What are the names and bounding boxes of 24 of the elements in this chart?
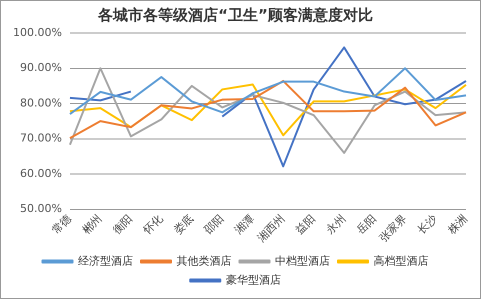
x-tick-label: 张家界 — [376, 212, 410, 244]
x-tick-label: 怀化 — [140, 212, 166, 238]
legend-label: 豪华型酒店 — [226, 273, 281, 286]
x-tick-label: 娄底 — [171, 212, 196, 237]
x-tick-label: 株洲 — [444, 212, 470, 238]
x-tick-label: 益阳 — [293, 212, 318, 237]
y-tick-label: 100.00% — [12, 26, 62, 39]
y-tick-label: 60.00% — [20, 166, 62, 180]
y-tick-label: 70.00% — [20, 132, 62, 145]
legend-label: 中档型酒店 — [275, 254, 330, 268]
x-tick-label: 邵阳 — [202, 212, 226, 237]
x-tick-label: 永州 — [324, 212, 348, 237]
x-tick-label: 岳阳 — [354, 212, 379, 237]
legend-label: 其他类酒店 — [176, 254, 232, 268]
chart-title: 各城市各等级酒店“卫生”顾客满意度对比 — [97, 6, 373, 24]
y-tick-label: 80.00% — [20, 96, 62, 110]
x-tick-label: 湘潭 — [232, 212, 257, 237]
x-tick-label: 长沙 — [414, 212, 440, 237]
legend-label: 经济型酒店 — [78, 254, 133, 268]
x-tick-label: 湘西州 — [254, 212, 288, 244]
y-tick-label: 90.00% — [20, 61, 62, 74]
x-tick-label: 郴州 — [80, 212, 105, 237]
legend-label: 高档型酒店 — [374, 254, 428, 268]
x-tick-label: 衡阳 — [110, 212, 136, 237]
